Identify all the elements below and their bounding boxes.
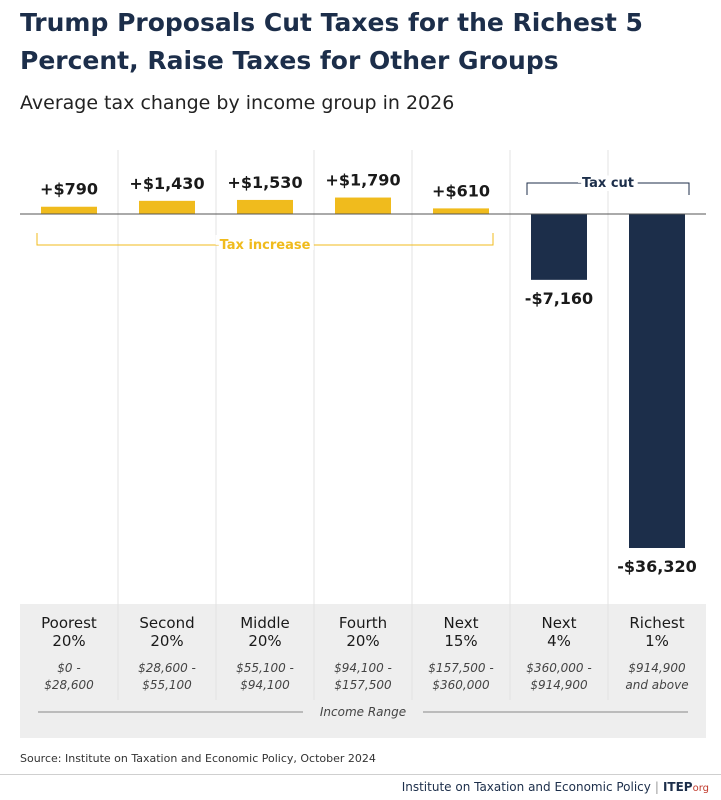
bar [41, 206, 97, 214]
income-range-label: $0 - [57, 661, 80, 675]
itep-logo-suffix: org [692, 783, 709, 794]
chart-title: Trump Proposals Cut Taxes for the Riches… [20, 8, 643, 75]
annotation-label: Tax increase [220, 238, 311, 253]
chart-subtitle: Average tax change by income group in 20… [20, 92, 455, 114]
bar [335, 197, 391, 214]
income-range-label: $55,100 - [236, 661, 294, 675]
footer-credit: Institute on Taxation and Economic Polic… [402, 780, 709, 794]
category-tick-label: 1% [645, 632, 669, 650]
bar [139, 200, 195, 214]
category-tick-label: Middle [240, 614, 290, 632]
data-label: +$1,790 [325, 171, 400, 190]
itep-logo: ITEPorg [663, 780, 709, 794]
data-label: +$610 [432, 181, 490, 200]
bar [629, 214, 685, 548]
data-label: +$1,530 [227, 173, 302, 192]
category-tick-label: Next [444, 614, 479, 632]
footer-org-name: Institute on Taxation and Economic Polic… [401, 780, 651, 794]
income-range-label: $55,100 [142, 678, 192, 692]
data-label: +$790 [40, 180, 98, 199]
category-tick-label: Second [139, 614, 194, 632]
category-tick-label: 20% [346, 632, 379, 650]
annotation-bracket [526, 182, 690, 195]
annotation-label: Tax cut [582, 176, 634, 191]
income-range-label: $157,500 - [428, 661, 493, 675]
income-range-label: and above [625, 678, 688, 692]
income-range-label: $157,500 [334, 678, 392, 692]
income-range-label: $360,000 - [526, 661, 591, 675]
footer-separator: | [654, 780, 659, 794]
bar [237, 199, 293, 214]
category-tick-label: 4% [547, 632, 571, 650]
bar [531, 214, 587, 280]
bar-chart: Tax increase Tax cut +$790 +$1,430 +$1,530 +… [20, 150, 706, 738]
income-range-label: $28,600 - [138, 661, 196, 675]
category-tick-label: Fourth [339, 614, 387, 632]
income-range-label: $914,900 [628, 661, 686, 675]
data-label: +$1,430 [129, 174, 204, 193]
category-tick-label: 20% [52, 632, 85, 650]
data-label: -$36,320 [617, 557, 697, 576]
itep-logo-main: ITEP [662, 780, 693, 794]
footer-divider [0, 774, 721, 775]
annotation-bracket [36, 233, 494, 246]
income-range-label: $360,000 [432, 678, 490, 692]
income-range-label: $94,100 - [334, 661, 392, 675]
category-tick-label: Poorest [41, 614, 97, 632]
category-tick-label: Richest [629, 614, 684, 632]
income-range-label: $28,600 [44, 678, 94, 692]
source-note: Source: Institute on Taxation and Econom… [20, 752, 376, 765]
xaxis-title: Income Range [320, 705, 406, 719]
category-tick-label: 15% [444, 632, 477, 650]
income-range-label: $94,100 [240, 678, 290, 692]
data-label: -$7,160 [525, 289, 593, 308]
bar [433, 208, 489, 214]
category-tick-label: Next [542, 614, 577, 632]
income-range-label: $914,900 [530, 678, 588, 692]
category-tick-label: 20% [248, 632, 281, 650]
category-tick-label: 20% [150, 632, 183, 650]
category-label-band [20, 604, 706, 738]
